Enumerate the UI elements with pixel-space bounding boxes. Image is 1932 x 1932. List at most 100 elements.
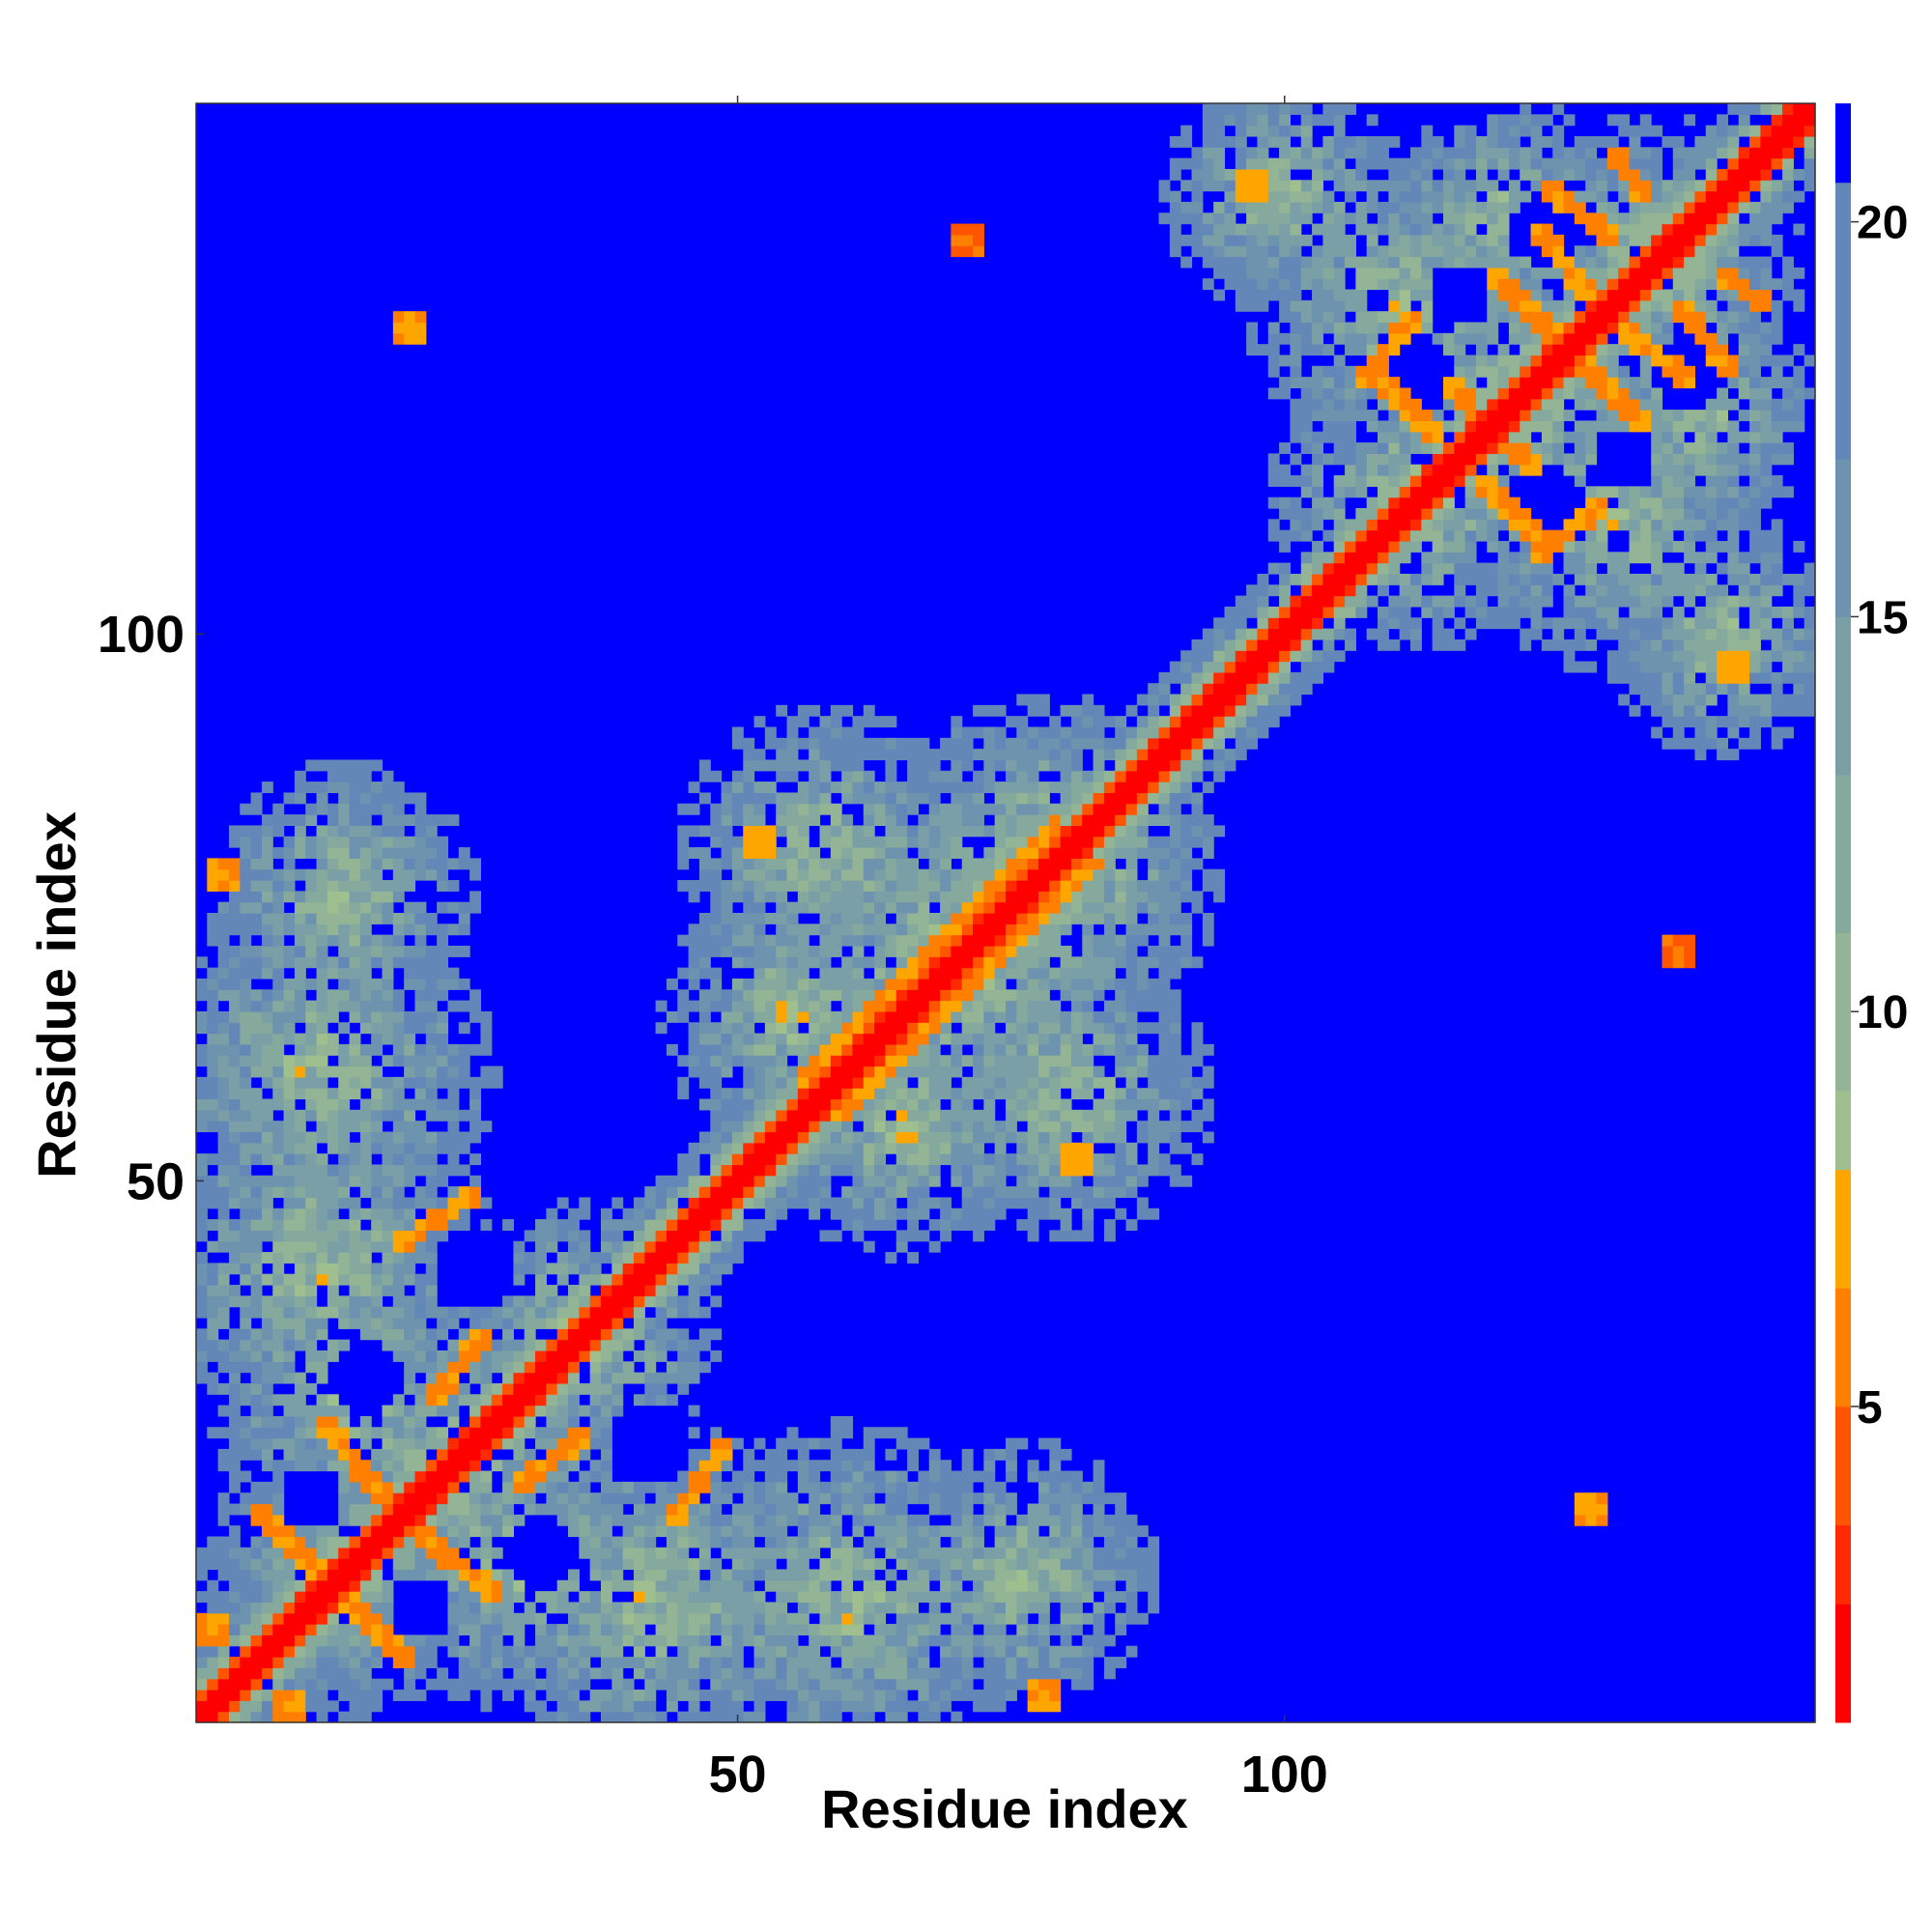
heatmap-cell	[644, 1667, 657, 1680]
heatmap-cell	[392, 1437, 405, 1450]
heatmap-cell	[1082, 891, 1094, 903]
heatmap-cell	[1006, 901, 1017, 914]
heatmap-cell	[721, 880, 733, 892]
heatmap-cell	[961, 1634, 974, 1647]
heatmap-cell	[1037, 1033, 1050, 1045]
heatmap-cell	[907, 1033, 919, 1045]
heatmap-cell	[611, 1657, 624, 1668]
heatmap-cell	[250, 1536, 263, 1548]
heatmap-cell	[786, 989, 799, 1002]
heatmap-cell	[1037, 1197, 1050, 1209]
heatmap-cell	[1027, 1525, 1039, 1538]
heatmap-cell	[698, 1000, 711, 1012]
heatmap-cell	[283, 1098, 296, 1111]
heatmap-cell	[918, 1153, 930, 1166]
heatmap-cell	[349, 858, 361, 870]
heatmap-cell	[228, 1164, 241, 1177]
heatmap-cell	[294, 1612, 306, 1625]
heatmap-cell	[809, 1690, 821, 1701]
heatmap-cell	[973, 1492, 984, 1505]
heatmap-cell	[743, 1131, 755, 1144]
heatmap-cell	[414, 934, 427, 947]
heatmap-cell	[414, 1460, 427, 1472]
heatmap-cell	[1049, 836, 1062, 848]
heatmap-cell	[797, 1591, 810, 1604]
heatmap-cell	[272, 1252, 285, 1264]
heatmap-cell	[797, 1175, 810, 1187]
heatmap-cell	[1082, 989, 1094, 1002]
heatmap-cell	[809, 792, 821, 805]
heatmap-cell	[841, 1602, 854, 1614]
heatmap-cell	[1060, 1109, 1072, 1122]
heatmap-cell	[743, 1022, 755, 1035]
heatmap-cell	[240, 1164, 252, 1177]
heatmap-cell	[951, 749, 963, 761]
heatmap-cell	[546, 1503, 558, 1516]
heatmap-cell	[841, 1612, 854, 1625]
heatmap-cell	[513, 1460, 526, 1472]
heatmap-cell	[1070, 1569, 1083, 1581]
heatmap-cell	[404, 1175, 416, 1187]
heatmap-cell	[764, 1470, 777, 1483]
heatmap-cell	[207, 1711, 219, 1723]
heatmap-cell	[698, 1612, 711, 1625]
heatmap-cell	[447, 1448, 460, 1461]
heatmap-cell	[404, 1219, 416, 1231]
heatmap-cell	[480, 1022, 493, 1035]
heatmap-cell	[852, 1711, 865, 1723]
heatmap-cell	[480, 1481, 493, 1493]
heatmap-cell	[359, 1678, 372, 1690]
heatmap-cell	[809, 1667, 821, 1680]
heatmap-cell	[907, 759, 919, 772]
heatmap-cell	[283, 1437, 296, 1450]
heatmap-cell	[809, 1579, 821, 1592]
heatmap-cell	[721, 1536, 733, 1548]
heatmap-cell	[382, 1240, 394, 1253]
heatmap-cell	[819, 737, 832, 750]
heatmap-cell	[973, 901, 984, 914]
heatmap-cell	[1027, 814, 1039, 826]
heatmap-cell	[994, 1142, 1007, 1154]
heatmap-cell	[1016, 836, 1029, 848]
heatmap-cell	[469, 1131, 482, 1144]
heatmap-cell	[666, 1514, 678, 1526]
heatmap-cell	[556, 1492, 569, 1505]
heatmap-cell	[207, 1700, 219, 1713]
heatmap-cell	[721, 1000, 733, 1012]
heatmap-cell	[1006, 1437, 1017, 1450]
heatmap-cell	[753, 1591, 766, 1604]
heatmap-cell	[217, 1624, 230, 1635]
heatmap-cell	[721, 1569, 733, 1581]
heatmap-cell	[688, 1372, 700, 1384]
heatmap-cell	[404, 1131, 416, 1144]
heatmap-cell	[961, 825, 974, 838]
heatmap-cell	[809, 1503, 821, 1516]
heatmap-cell	[644, 1558, 657, 1571]
heatmap-cell	[1027, 858, 1039, 870]
heatmap-cell	[458, 847, 470, 859]
heatmap-cell	[1082, 1142, 1094, 1154]
heatmap-cell	[1060, 1602, 1072, 1614]
heatmap-cell	[568, 1634, 580, 1647]
heatmap-cell	[480, 1569, 493, 1581]
heatmap-cell	[240, 923, 252, 936]
heatmap-cell	[973, 234, 984, 246]
heatmap-cell	[228, 1043, 241, 1056]
heatmap-cell	[1037, 1153, 1050, 1166]
heatmap-cell	[895, 923, 908, 936]
heatmap-cell	[371, 956, 384, 969]
heatmap-cell	[1027, 956, 1039, 969]
heatmap-cell	[918, 1690, 930, 1701]
heatmap-cell	[918, 1492, 930, 1505]
heatmap-cell	[753, 956, 766, 969]
heatmap-cell	[731, 1230, 744, 1242]
heatmap-cell	[250, 847, 263, 859]
heatmap-cell	[918, 1624, 930, 1635]
heatmap-cell	[973, 749, 984, 761]
heatmap-cell	[786, 803, 799, 815]
heatmap-cell	[371, 1088, 384, 1100]
heatmap-cell	[1103, 1525, 1116, 1538]
heatmap-cell	[928, 1460, 941, 1472]
heatmap-cell	[918, 1121, 930, 1133]
heatmap-cell	[743, 1088, 755, 1100]
